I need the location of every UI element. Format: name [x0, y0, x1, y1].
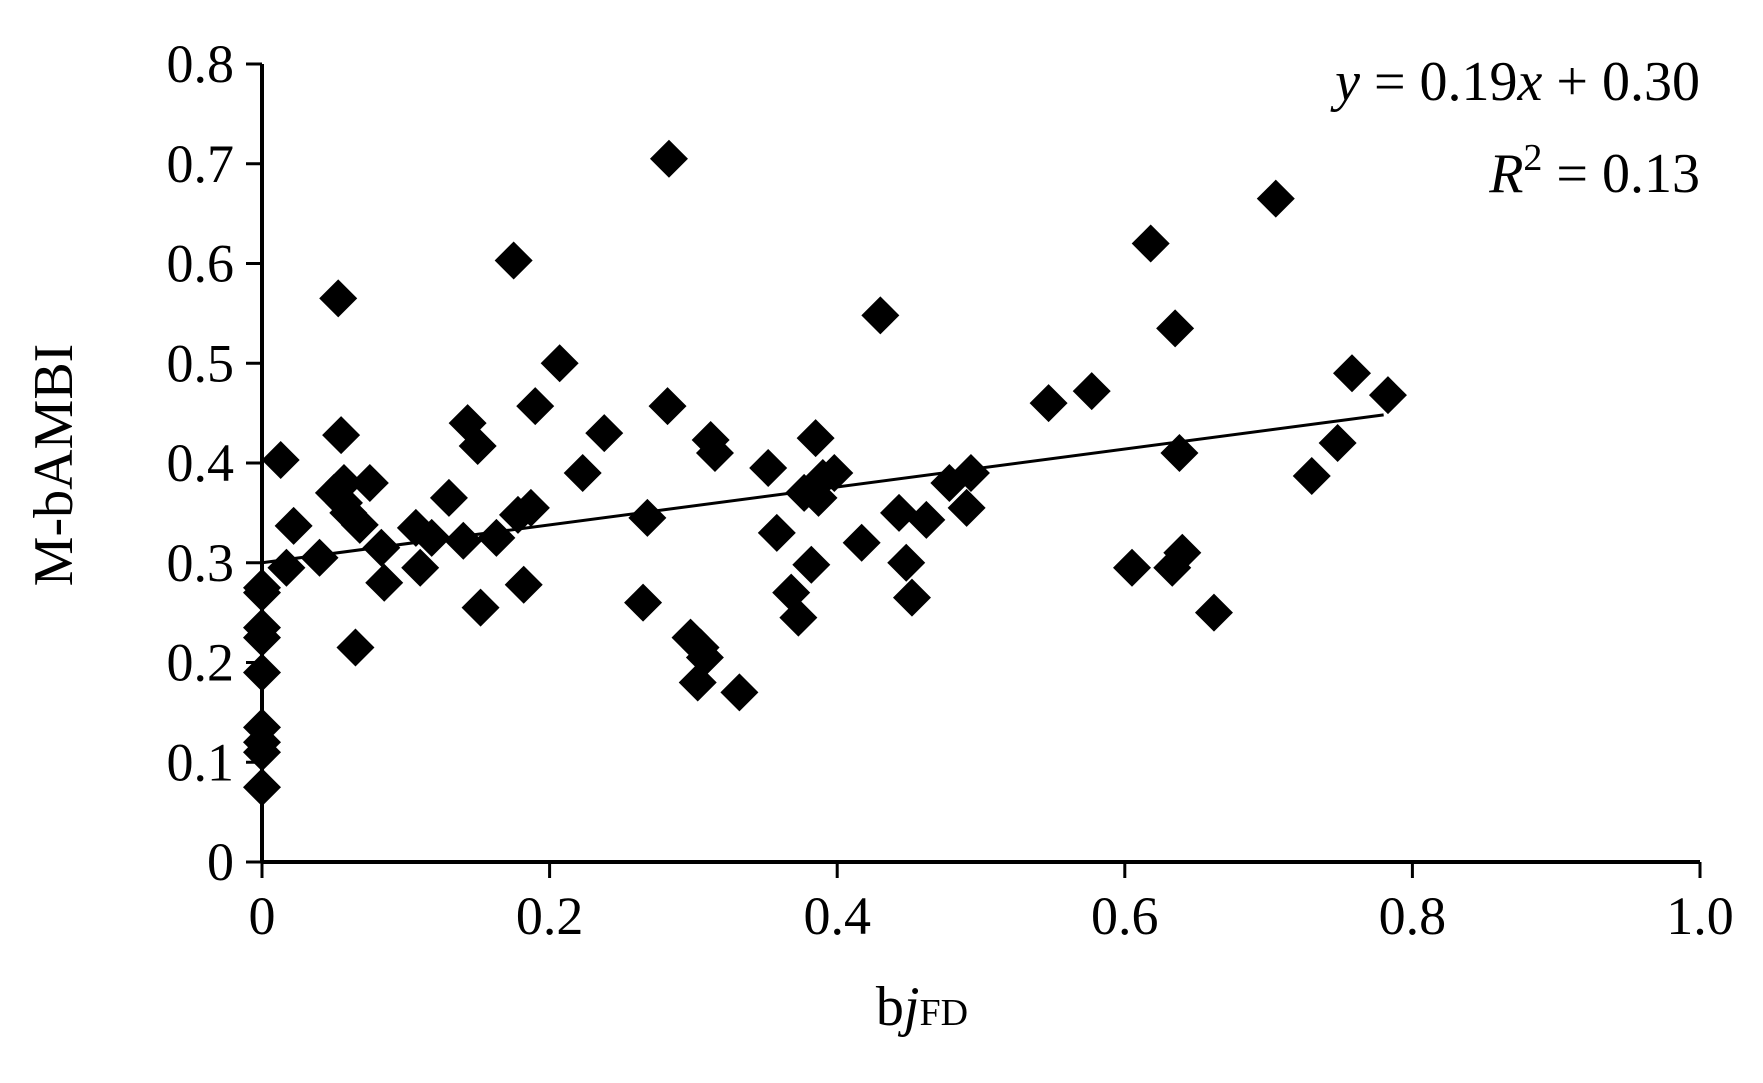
- data-point: [695, 434, 734, 473]
- data-point: [1163, 533, 1202, 572]
- regression-equation: y = 0.19x + 0.30: [1330, 51, 1700, 113]
- data-point: [1333, 354, 1372, 393]
- y-axis-ticks: 0 0.1 0.2 0.3 0.4 0.5 0.6 0.7 0.8: [167, 34, 262, 892]
- data-point: [401, 548, 440, 587]
- y-tick-label: 0.2: [167, 633, 235, 693]
- x-axis-ticks: 0 0.2 0.4 0.6 0.8 1.0: [249, 862, 1734, 946]
- data-point: [243, 653, 281, 692]
- data-point: [261, 441, 300, 480]
- data-point: [322, 416, 361, 455]
- data-points: [243, 139, 1407, 807]
- r-squared: R2 = 0.13: [1488, 137, 1700, 205]
- y-tick-label: 0.4: [167, 433, 235, 493]
- data-point: [720, 673, 759, 712]
- data-point: [907, 500, 946, 539]
- data-point: [516, 387, 555, 426]
- data-point: [887, 543, 926, 582]
- data-point: [815, 453, 854, 492]
- data-point: [274, 506, 313, 545]
- data-point: [1029, 384, 1068, 423]
- data-point: [300, 538, 339, 577]
- data-point: [340, 505, 379, 544]
- data-point: [243, 568, 281, 607]
- data-point: [792, 545, 831, 584]
- data-point: [880, 493, 919, 532]
- data-point: [1072, 372, 1111, 411]
- data-point: [861, 296, 900, 335]
- x-tick-label: 1.0: [1666, 886, 1734, 946]
- data-point: [779, 598, 818, 637]
- data-point: [648, 387, 687, 426]
- data-point: [563, 453, 602, 492]
- x-tick-label: 0: [249, 886, 276, 946]
- data-point: [458, 427, 497, 466]
- data-point: [350, 463, 389, 502]
- data-point: [585, 414, 624, 453]
- x-tick-label: 0.2: [516, 886, 584, 946]
- data-point: [649, 139, 688, 178]
- data-point: [365, 563, 404, 602]
- y-tick-label: 0: [207, 832, 234, 892]
- data-point: [1194, 593, 1233, 632]
- y-tick-label: 0.1: [167, 732, 235, 792]
- y-tick-label: 0.6: [167, 234, 235, 294]
- y-tick-label: 0.8: [167, 34, 235, 94]
- data-point: [336, 628, 375, 667]
- data-point: [628, 498, 667, 537]
- data-point: [429, 478, 468, 517]
- data-point: [319, 279, 358, 318]
- data-point: [243, 768, 281, 807]
- trend-line: [261, 413, 1384, 565]
- data-point: [1131, 224, 1170, 263]
- data-point: [444, 521, 483, 560]
- data-point: [1318, 424, 1357, 463]
- y-tick-label: 0.7: [167, 134, 235, 194]
- data-point: [892, 578, 931, 617]
- data-point: [504, 565, 543, 604]
- data-point: [951, 453, 990, 492]
- data-point: [1156, 309, 1195, 348]
- y-tick-label: 0.5: [167, 333, 235, 393]
- data-point: [1112, 548, 1151, 587]
- x-tick-label: 0.6: [1091, 886, 1159, 946]
- data-point: [494, 241, 533, 280]
- data-point: [1292, 456, 1331, 495]
- data-point: [685, 638, 724, 677]
- data-point: [477, 518, 516, 557]
- data-point: [749, 448, 788, 487]
- x-tick-label: 0.8: [1379, 886, 1447, 946]
- data-point: [842, 523, 881, 562]
- data-point: [412, 518, 451, 557]
- x-tick-label: 0.4: [803, 886, 871, 946]
- data-point: [1368, 376, 1407, 415]
- y-tick-label: 0.3: [167, 533, 235, 593]
- data-point: [324, 463, 363, 502]
- data-point: [243, 608, 281, 647]
- data-point: [461, 588, 500, 627]
- data-point: [947, 488, 986, 527]
- data-point: [243, 708, 281, 747]
- data-point: [1256, 179, 1295, 218]
- data-point: [757, 513, 796, 552]
- data-point: [624, 583, 663, 622]
- data-point: [796, 419, 835, 458]
- y-axis-title: M-bAMBI: [23, 344, 85, 587]
- x-axis-title: bjFD: [876, 976, 968, 1038]
- data-point: [511, 488, 550, 527]
- data-point: [540, 344, 579, 383]
